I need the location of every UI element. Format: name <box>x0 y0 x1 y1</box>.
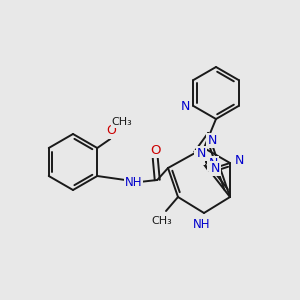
Text: N: N <box>197 147 206 160</box>
Text: CH₃: CH₃ <box>112 117 133 127</box>
Text: N: N <box>181 100 190 113</box>
Text: N: N <box>208 157 218 169</box>
Text: O: O <box>150 143 160 157</box>
Text: NH: NH <box>193 218 211 232</box>
Text: N: N <box>195 151 204 164</box>
Text: N: N <box>234 154 244 167</box>
Text: NH: NH <box>124 176 142 188</box>
Text: CH₃: CH₃ <box>152 216 172 226</box>
Text: N: N <box>210 162 220 175</box>
Text: O: O <box>106 124 116 137</box>
Text: N: N <box>207 134 217 147</box>
